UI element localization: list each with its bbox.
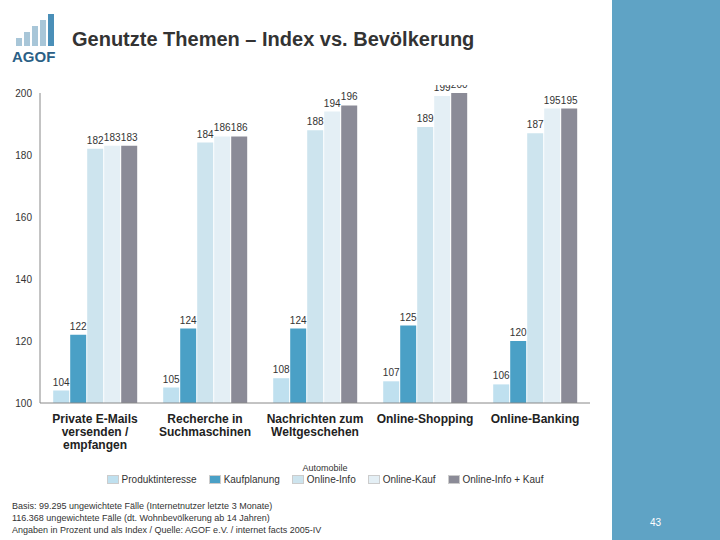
svg-text:Online-Banking: Online-Banking <box>491 412 580 426</box>
html-text:116.368 ungewichtete Fälle (dt: 116.368 ungewichtete Fälle (dt. Wohnbevö… <box>12 513 270 523</box>
svg-text:120: 120 <box>15 336 32 347</box>
html-text:Online-Info + Kauf: Online-Info + Kauf <box>462 474 544 485</box>
svg-text:195: 195 <box>544 95 561 106</box>
svg-text:183: 183 <box>104 132 121 143</box>
svg-text:124: 124 <box>180 315 197 326</box>
html-text:Online-Info: Online-Info <box>306 474 356 485</box>
svg-text:106: 106 <box>493 370 510 381</box>
html-text:Basis: 99.295 ungewichtete Fäl: Basis: 99.295 ungewichtete Fälle (Intern… <box>12 501 273 511</box>
svg-text:Online-Shopping: Online-Shopping <box>377 412 474 426</box>
svg-text:183: 183 <box>121 132 138 143</box>
svg-text:Private E-Mailsversenden /empf: Private E-Mailsversenden /empfangen <box>52 412 138 452</box>
html-text:Automobile: Automobile <box>302 463 348 473</box>
svg-text:125: 125 <box>400 312 417 323</box>
svg-text:122: 122 <box>70 321 87 332</box>
html-text:Produktinteresse: Produktinteresse <box>121 474 197 485</box>
svg-text:160: 160 <box>15 212 32 223</box>
svg-text:Nachrichten zumWeltgeschehen: Nachrichten zumWeltgeschehen <box>267 412 364 439</box>
svg-text:186: 186 <box>214 122 231 133</box>
html-text:Kaufplanung: Kaufplanung <box>223 474 280 485</box>
svg-text:120: 120 <box>510 327 527 338</box>
svg-text:105: 105 <box>163 374 180 385</box>
svg-text:AGOF: AGOF <box>12 48 55 64</box>
html-text:Genutzte Themen – Index vs. Be: Genutzte Themen – Index vs. Bevölkerung <box>72 28 475 50</box>
svg-text:Recherche inSuchmaschinen: Recherche inSuchmaschinen <box>159 412 251 439</box>
svg-text:182: 182 <box>87 135 104 146</box>
svg-text:187: 187 <box>527 119 544 130</box>
svg-text:180: 180 <box>15 150 32 161</box>
svg-text:104: 104 <box>53 377 70 388</box>
svg-text:199: 199 <box>434 85 451 93</box>
svg-text:107: 107 <box>383 367 400 378</box>
svg-text:195: 195 <box>561 95 578 106</box>
svg-text:186: 186 <box>231 122 248 133</box>
svg-text:140: 140 <box>15 274 32 285</box>
svg-text:188: 188 <box>307 116 324 127</box>
html-text:Angaben in Prozent und als Ind: Angaben in Prozent und als Index / Quell… <box>12 525 322 535</box>
svg-text:108: 108 <box>273 364 290 375</box>
svg-text:124: 124 <box>290 315 307 326</box>
svg-text:100: 100 <box>15 398 32 409</box>
svg-text:196: 196 <box>341 91 358 102</box>
svg-text:194: 194 <box>324 98 341 109</box>
svg-text:184: 184 <box>197 129 214 140</box>
svg-text:189: 189 <box>417 113 434 124</box>
svg-text:200: 200 <box>451 85 468 90</box>
svg-text:200: 200 <box>15 88 32 99</box>
html-text:Online-Kauf: Online-Kauf <box>382 474 436 485</box>
html-text:43: 43 <box>650 517 662 528</box>
